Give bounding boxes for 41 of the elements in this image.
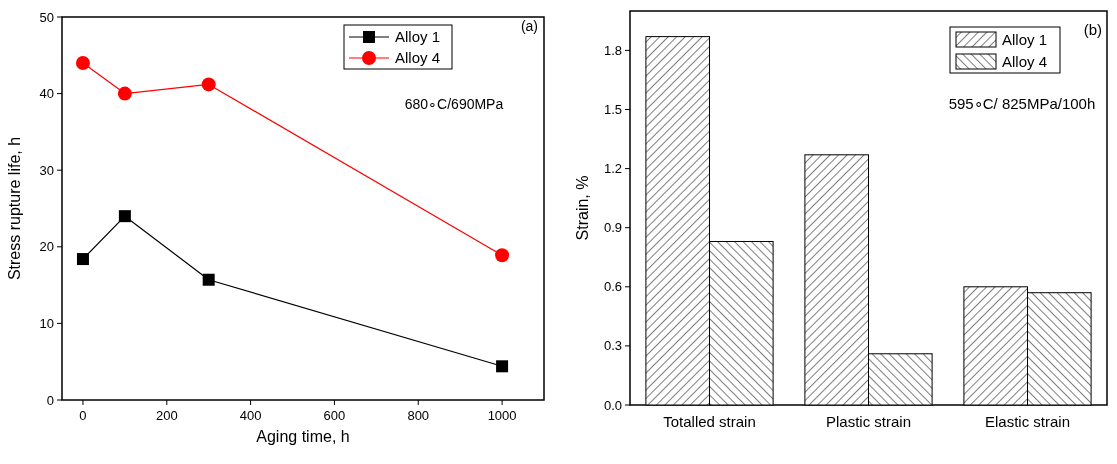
y-tick-label: 0.6: [603, 279, 622, 295]
y-tick-label: 0.3: [603, 338, 622, 354]
annotation: 595∘C/ 825MPa/100h: [948, 95, 1096, 112]
y-tick-label: 30: [39, 162, 54, 178]
y-tick-label: 20: [39, 239, 54, 255]
point: [496, 360, 509, 373]
y-tick-label: 1.8: [603, 42, 622, 58]
y-tick-label: 40: [39, 86, 54, 102]
point: [76, 253, 89, 266]
annotation: (a): [520, 18, 538, 34]
annotation: (b): [1083, 21, 1102, 38]
x-tick-label: Elastic strain: [984, 413, 1071, 430]
y-tick-label: 10: [39, 315, 54, 331]
x-tick-label: 0: [79, 408, 87, 423]
point: [117, 86, 132, 101]
x-tick-label: 800: [407, 408, 430, 423]
y-tick-label: 0: [46, 392, 54, 408]
x-tick-label: 200: [155, 408, 178, 423]
y-tick-label: 0.0: [603, 397, 622, 413]
y-tick-label: 0.9: [603, 220, 622, 236]
x-tick-label: 400: [239, 408, 262, 423]
y-tick-label: 1.5: [603, 102, 622, 118]
x-tick-label: 1000: [487, 408, 517, 423]
x-tick-label: Plastic strain: [825, 413, 912, 430]
y-axis-title: Strain, %: [574, 175, 591, 241]
x-axis-title: Aging time, h: [256, 428, 350, 445]
x-tick-label: Totalled strain: [663, 413, 756, 430]
legend-label: Alloy 4: [1002, 53, 1048, 71]
y-tick-label: 1.2: [603, 161, 622, 177]
point: [75, 55, 90, 70]
point: [118, 210, 131, 223]
annotation: 680∘C/690MPa: [404, 96, 504, 112]
y-axis-title: Stress rupture life, h: [6, 136, 23, 281]
x-tick-label: 600: [323, 408, 346, 423]
point: [202, 273, 215, 286]
point: [495, 248, 510, 263]
legend-label: Alloy 1: [395, 28, 441, 46]
legend-label: Alloy 1: [1002, 31, 1048, 49]
y-tick-label: 50: [39, 9, 54, 25]
point: [201, 77, 216, 92]
legend-label: Alloy 4: [395, 49, 441, 67]
